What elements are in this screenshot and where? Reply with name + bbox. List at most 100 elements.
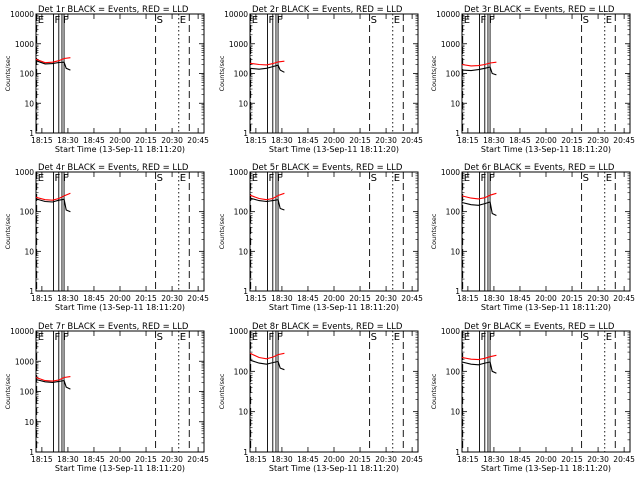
x-tick-label: 20:15 xyxy=(135,136,157,145)
y-axis-label: Counts/sec xyxy=(218,373,226,409)
y-tick-label: 10000 xyxy=(436,10,460,19)
y-axis-label: Counts/sec xyxy=(218,55,226,91)
event-marker-label: E xyxy=(38,15,44,26)
events-series-line xyxy=(249,359,285,371)
x-tick-label: 18:30 xyxy=(271,136,293,145)
x-tick-label: 20:15 xyxy=(561,136,583,145)
x-tick-label: 20:15 xyxy=(349,294,371,303)
event-marker-label: E xyxy=(180,173,186,184)
y-tick-label: 100 xyxy=(20,70,35,79)
event-marker-label: E xyxy=(464,173,470,184)
x-tick-label: 20:00 xyxy=(535,455,557,464)
x-tick-label: 18:15 xyxy=(245,455,267,464)
events-series-line xyxy=(35,60,71,71)
y-axis-label: Counts/sec xyxy=(4,55,12,91)
chart-panel: Det 4r BLACK = Events, RED = LLD 1 10 100 10… xyxy=(4,163,209,312)
x-tick-label: 18:45 xyxy=(297,455,319,464)
x-tick-label: 20:30 xyxy=(161,455,183,464)
y-axis-label: Counts/sec xyxy=(218,213,226,249)
x-tick-label: 20:00 xyxy=(109,294,131,303)
y-axis-label: Counts/sec xyxy=(430,55,438,91)
event-marker-label: S xyxy=(157,332,163,343)
y-tick-label: 1000 xyxy=(441,40,460,49)
chart-panel: Det 6r BLACK = Events, RED = LLD 1 10 100 10… xyxy=(430,163,635,312)
x-tick-label: 20:30 xyxy=(375,294,397,303)
chart-panel: Det 1r BLACK = Events, RED = LLD 1 10 100 10… xyxy=(4,5,209,154)
x-tick-label: 20:45 xyxy=(187,294,209,303)
event-marker-label: F xyxy=(481,332,487,343)
y-tick-label: 1 xyxy=(29,287,34,296)
y-tick-label: 1000 xyxy=(15,168,34,177)
y-axis-label: Counts/sec xyxy=(4,373,12,409)
y-tick-label: 100 xyxy=(234,367,249,376)
chart-title: Det 7r BLACK = Events, RED = LLD xyxy=(38,322,189,332)
chart-panel: Det 7r BLACK = Events, RED = LLD 1 10 100 10… xyxy=(4,322,209,473)
event-marker-label: F xyxy=(55,173,61,184)
chart-panel: Det 2r BLACK = Events, RED = LLD 1 10 100 10… xyxy=(218,5,423,154)
x-tick-label: 18:45 xyxy=(83,455,105,464)
y-tick-label: 10 xyxy=(238,247,248,256)
y-tick-label: 1 xyxy=(455,129,460,138)
event-marker-label: E xyxy=(606,332,612,343)
x-tick-label: 18:15 xyxy=(457,136,479,145)
chart-panel: Det 8r BLACK = Events, RED = LLD 1 10 100 10… xyxy=(218,322,423,473)
event-marker-label: E xyxy=(606,15,612,26)
x-tick-label: 20:45 xyxy=(401,455,423,464)
event-marker-label: F xyxy=(481,173,487,184)
lld-series-line xyxy=(249,352,285,360)
event-marker-label: S xyxy=(371,173,377,184)
lld-series-line xyxy=(461,354,497,361)
x-tick-label: 20:30 xyxy=(375,455,397,464)
x-tick-label: 18:30 xyxy=(271,294,293,303)
y-tick-label: 1 xyxy=(243,287,248,296)
y-tick-label: 100 xyxy=(446,208,461,217)
x-tick-label: 20:00 xyxy=(535,294,557,303)
x-tick-label: 18:45 xyxy=(83,136,105,145)
event-marker-label: E xyxy=(464,15,470,26)
x-tick-label: 20:00 xyxy=(535,136,557,145)
y-tick-label: 100 xyxy=(234,70,249,79)
y-tick-label: 1 xyxy=(455,287,460,296)
chart-title: Det 3r BLACK = Events, RED = LLD xyxy=(464,5,615,15)
x-tick-label: 18:30 xyxy=(57,136,79,145)
y-tick-label: 10 xyxy=(450,408,460,417)
x-tick-label: 20:15 xyxy=(561,294,583,303)
x-tick-label: 20:15 xyxy=(349,455,371,464)
event-marker-label: S xyxy=(371,332,377,343)
event-marker-label: F xyxy=(55,332,61,343)
event-marker-label: E xyxy=(394,15,400,26)
y-tick-label: 1000 xyxy=(229,327,248,336)
event-marker-label: E xyxy=(394,173,400,184)
events-series-line xyxy=(35,378,71,390)
x-tick-label: 18:15 xyxy=(31,136,53,145)
x-tick-label: 18:15 xyxy=(31,455,53,464)
x-tick-label: 20:15 xyxy=(135,294,157,303)
chart-panel: Det 3r BLACK = Events, RED = LLD 1 10 100 10… xyxy=(430,5,635,154)
x-tick-label: 20:45 xyxy=(187,455,209,464)
y-axis-label: Counts/sec xyxy=(4,213,12,249)
y-tick-label: 1000 xyxy=(15,40,34,49)
event-marker-label: F xyxy=(489,15,495,26)
events-series-line xyxy=(35,198,71,213)
chart-title: Det 9r BLACK = Events, RED = LLD xyxy=(464,322,615,332)
x-tick-label: 18:45 xyxy=(83,294,105,303)
event-marker-label: F xyxy=(269,173,275,184)
x-tick-label: 20:45 xyxy=(613,455,635,464)
x-tick-label: 20:00 xyxy=(323,294,345,303)
event-marker-label: E xyxy=(252,332,258,343)
x-tick-label: 20:30 xyxy=(587,136,609,145)
y-tick-label: 10 xyxy=(238,408,248,417)
chart-title: Det 2r BLACK = Events, RED = LLD xyxy=(252,5,403,15)
y-tick-label: 1 xyxy=(243,129,248,138)
x-tick-label: 20:30 xyxy=(161,294,183,303)
event-marker-label: F xyxy=(277,332,283,343)
x-tick-label: 20:00 xyxy=(109,136,131,145)
y-tick-label: 10 xyxy=(450,247,460,256)
event-marker-label: E xyxy=(180,15,186,26)
x-tick-label: 18:45 xyxy=(297,294,319,303)
event-marker-label: F xyxy=(489,173,495,184)
y-tick-label: 10 xyxy=(24,99,34,108)
event-marker-label: S xyxy=(157,15,163,26)
chart-title: Det 5r BLACK = Events, RED = LLD xyxy=(252,163,403,173)
